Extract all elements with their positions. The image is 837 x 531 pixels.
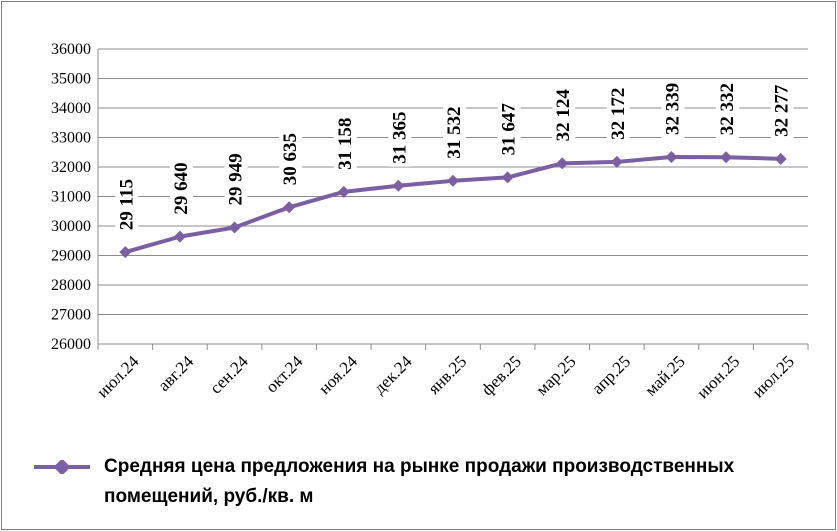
x-tick-label: авг.24	[154, 352, 197, 395]
data-label-group: 31 532	[443, 103, 466, 162]
data-point	[392, 179, 405, 192]
data-label: 31 365	[389, 111, 410, 163]
x-tick-label: янв.25	[424, 352, 470, 398]
data-label: 32 172	[608, 88, 629, 140]
data-label-bg	[224, 150, 248, 209]
data-label-group: 29 949	[224, 150, 248, 209]
legend-marker	[34, 460, 90, 474]
legend-label: Средняя цена предложения на рынке продаж…	[104, 456, 735, 507]
data-label-group: 32 277	[770, 81, 794, 140]
y-tick-label: 35000	[51, 71, 91, 88]
x-tick-label: июн.25	[693, 352, 743, 402]
data-label-bg	[388, 108, 412, 167]
data-label: 31 647	[499, 103, 520, 156]
x-tick-label: июл.25	[748, 352, 798, 402]
data-label: 29 949	[226, 153, 247, 205]
x-tick-label: мар.25	[532, 352, 579, 399]
data-label-bg	[716, 79, 740, 139]
data-label-group: 29 640	[169, 159, 193, 218]
x-tick-label: июл.24	[93, 352, 143, 402]
x-tick-label: ноя.24	[315, 352, 362, 399]
x-tick-label: сен.24	[206, 352, 252, 398]
data-label-group: 31 365	[388, 108, 412, 167]
x-tick-label: дек.24	[370, 352, 416, 398]
data-label: 29 115	[116, 179, 137, 230]
data-label: 32 277	[772, 84, 793, 137]
data-label: 31 158	[335, 118, 356, 170]
data-label: 30 635	[280, 133, 301, 185]
data-label-bg	[770, 81, 794, 140]
data-point	[173, 230, 186, 243]
x-tick-label: апр.25	[588, 352, 634, 398]
data-point	[337, 185, 350, 198]
series-line	[119, 150, 787, 259]
data-label-bg	[606, 84, 630, 143]
data-point	[501, 171, 514, 184]
x-axis-ticks: июл.24 авг.24 сен.24 окт.24 ноя.24 дек.24 янв.…	[93, 344, 809, 402]
y-axis-ticks: 26000 27000 28000 29000 30000 31000 32000 33000…	[51, 41, 91, 353]
data-labels: 29 115 29 640 29 949 30 635 31 158 31 365 31 5…	[115, 79, 794, 234]
data-label: 32 339	[662, 83, 683, 135]
data-label-bg	[169, 159, 193, 218]
data-label-group: 29 115	[115, 175, 139, 234]
y-tick-label: 28000	[51, 277, 91, 294]
y-tick-label: 30000	[51, 218, 91, 235]
data-label-bg	[661, 79, 685, 138]
data-label-group: 31 647	[497, 99, 521, 159]
data-label-group: 30 635	[279, 130, 303, 189]
series-polyline	[124, 154, 781, 255]
data-label-bg	[552, 85, 576, 145]
data-point	[283, 201, 296, 214]
data-point	[774, 152, 787, 165]
data-label-bg	[333, 114, 357, 173]
y-tick-label: 32000	[51, 159, 91, 176]
data-label-group: 32 339	[661, 79, 685, 138]
data-point	[665, 150, 678, 163]
data-point	[720, 151, 733, 164]
data-label-bg	[115, 175, 139, 234]
data-label-group: 32 124	[552, 85, 576, 145]
x-tick-label: окт.24	[262, 352, 307, 397]
y-tick-label: 34000	[51, 100, 91, 117]
data-label: 32 332	[717, 83, 738, 135]
data-label-group: 32 332	[716, 79, 740, 139]
data-label-bg	[443, 103, 466, 162]
data-label-group: 31 158	[333, 114, 357, 173]
y-tick-label: 29000	[51, 248, 91, 265]
data-point	[610, 155, 623, 168]
gridlines	[97, 48, 808, 345]
y-tick-label: 31000	[51, 189, 91, 206]
data-label-bg	[497, 99, 521, 159]
data-point	[119, 246, 132, 259]
data-label-bg	[279, 130, 303, 189]
y-tick-label: 33000	[51, 130, 91, 147]
y-tick-label: 27000	[51, 307, 91, 324]
data-label: 32 124	[553, 89, 574, 142]
data-point	[228, 221, 241, 234]
data-point	[556, 157, 569, 170]
data-label: 29 640	[171, 162, 192, 214]
data-point	[447, 174, 459, 187]
x-tick-label: май.25	[641, 352, 689, 400]
data-label-group: 32 172	[606, 84, 630, 143]
x-tick-label: фев.25	[478, 352, 525, 399]
data-label: 31 532	[444, 107, 465, 159]
y-tick-label: 26000	[51, 336, 91, 353]
y-tick-label: 36000	[51, 41, 91, 58]
